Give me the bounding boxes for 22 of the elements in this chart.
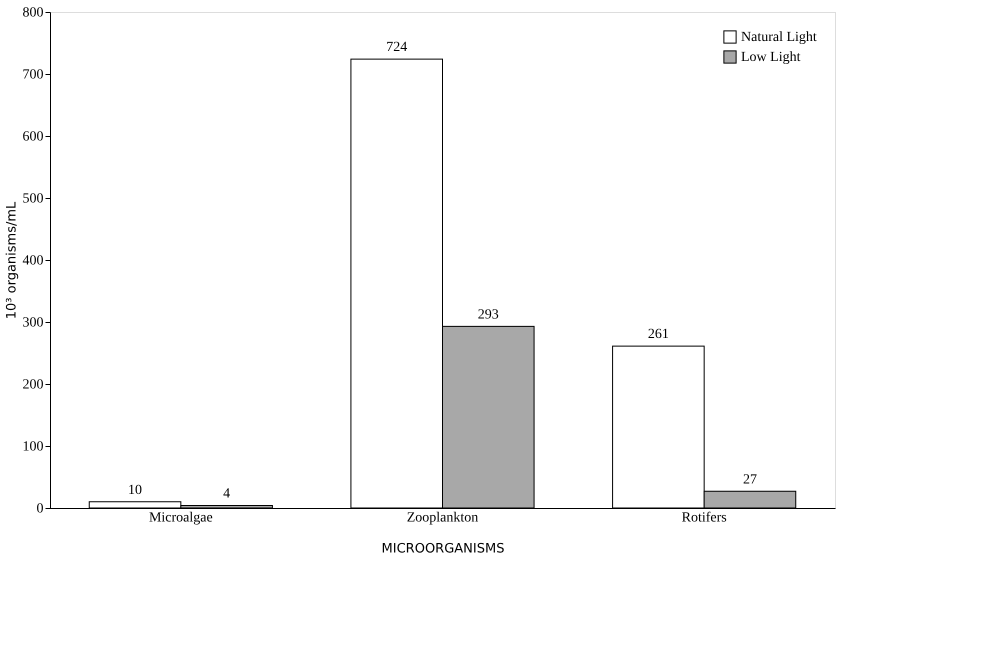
x-tick-label: Zooplankton bbox=[406, 510, 478, 526]
y-tick-label: 800 bbox=[22, 6, 44, 20]
data-label: 724 bbox=[386, 40, 408, 56]
x-tick-label: Rotifers bbox=[682, 510, 727, 526]
data-label: 293 bbox=[478, 307, 499, 322]
x-axis-title: MICROORGANISMS bbox=[382, 542, 504, 556]
y-tick-label: 0 bbox=[36, 502, 44, 516]
y-axis-title: 10³ organisms/mL bbox=[4, 200, 20, 320]
data-label: 27 bbox=[742, 472, 757, 488]
y-tick-label: 500 bbox=[22, 192, 44, 206]
y-tick-label: 200 bbox=[22, 378, 44, 392]
y-tick-label: 300 bbox=[22, 316, 44, 330]
data-label: 4 bbox=[223, 486, 230, 502]
data-label: 10 bbox=[128, 482, 142, 498]
y-tick-label: 400 bbox=[22, 254, 44, 268]
legend-label: Natural Light bbox=[741, 30, 817, 45]
y-tick-label: 600 bbox=[22, 130, 44, 144]
y-tick-label: 700 bbox=[22, 68, 44, 82]
data-label: 261 bbox=[648, 327, 669, 342]
legend-label: Low Light bbox=[741, 50, 801, 65]
y-tick-label: 100 bbox=[22, 440, 44, 454]
x-tick-label: Microalgae bbox=[148, 510, 213, 526]
